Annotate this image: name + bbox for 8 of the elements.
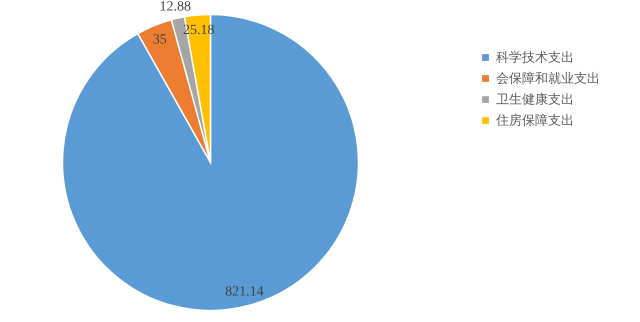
legend-label: 住房保障支出 [495,112,574,128]
data-label: 12.88 [159,0,191,14]
pie-slice [62,14,360,311]
data-label: 821.14 [225,284,264,300]
data-label: 35 [152,32,167,48]
legend-label: 会保障和就业支出 [496,72,600,86]
legend-label: 科学技术支出 [496,50,574,66]
legend-label: 卫生健康支出 [496,92,574,108]
